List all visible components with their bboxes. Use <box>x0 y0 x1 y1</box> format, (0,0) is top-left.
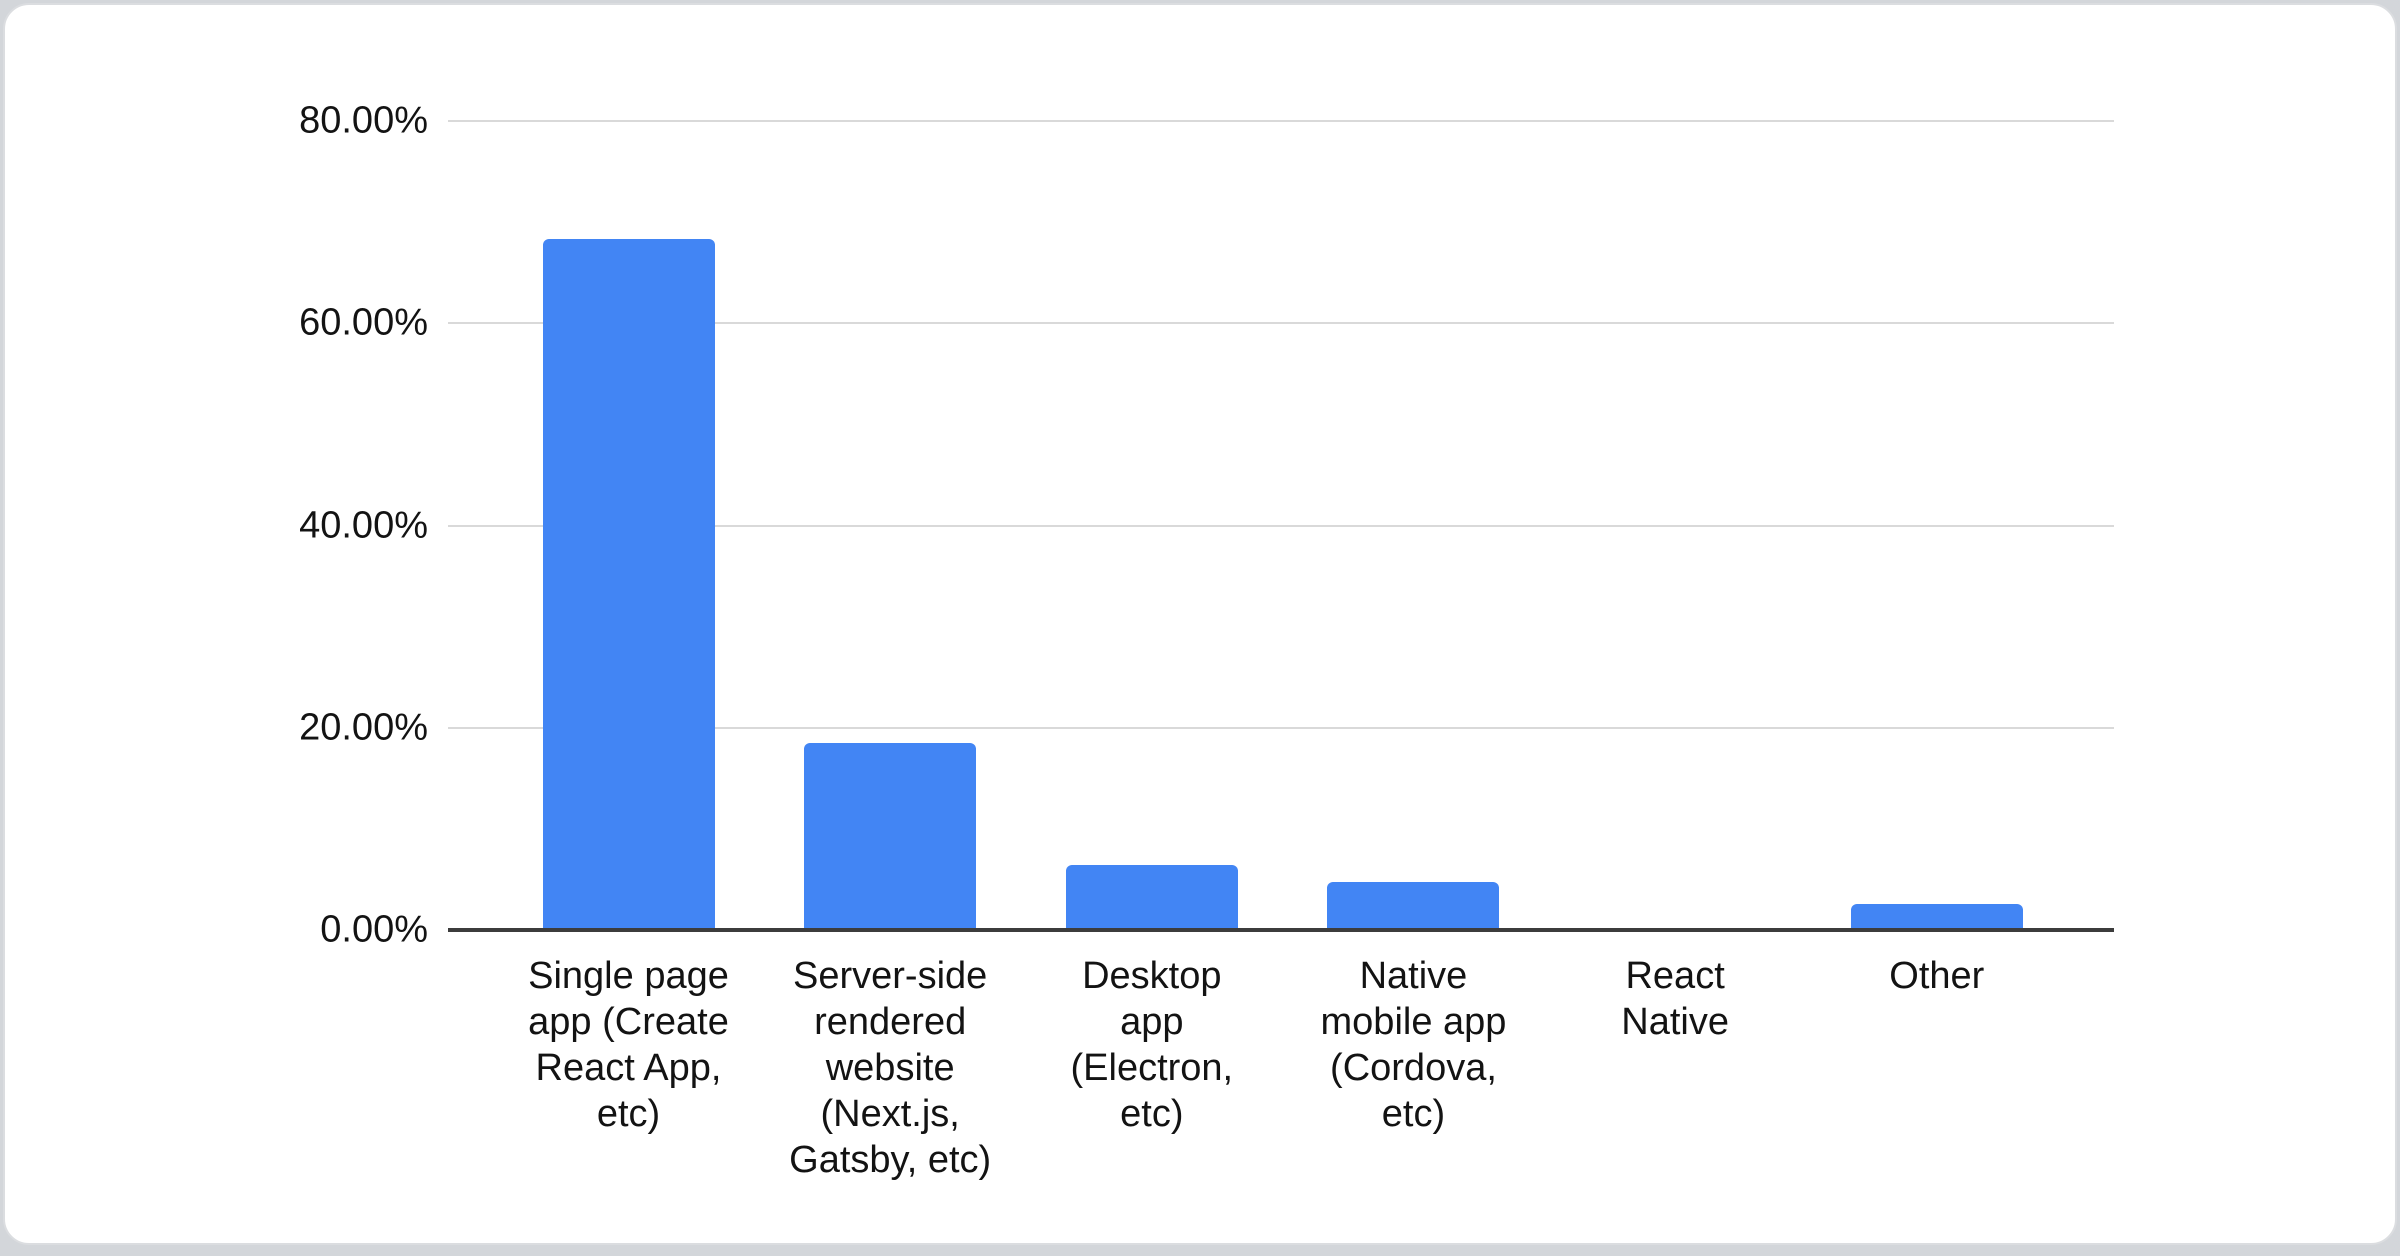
y-tick-label-40: 40.00% <box>299 504 428 546</box>
bar-chart: 80.00% 60.00% 40.00% 20.00% 0.00% Single pag… <box>5 5 2395 1243</box>
bar-desktop-app <box>1065 865 1238 930</box>
gridline-80 <box>448 120 2114 122</box>
y-tick-label-20: 20.00% <box>299 706 428 749</box>
x-label-desktop-app: Desktop app (Electron, etc) <box>1070 955 1234 1135</box>
x-label-other: Other <box>1889 955 1985 997</box>
y-tick-label-0: 0.00% <box>320 908 428 951</box>
chart-card: 80.00% 60.00% 40.00% 20.00% 0.00% Single pag… <box>3 3 2397 1245</box>
gridline-20 <box>448 726 2114 729</box>
bar-single-page-app <box>542 239 715 930</box>
gridline-60 <box>448 322 2114 325</box>
bar-native-mobile-app <box>1327 882 1500 930</box>
bar-other <box>1850 903 2023 930</box>
y-tick-label-80: 80.00% <box>299 99 428 142</box>
x-label-server-side-rendered-website: Server-side rendered website (Next.js, G… <box>789 955 992 1181</box>
chart-plot-area <box>448 120 2114 932</box>
y-tick-label-60: 60.00% <box>299 301 428 344</box>
gridline-40 <box>448 524 2114 527</box>
x-label-single-page-app: Single page app (Create React App, etc) <box>528 955 729 1135</box>
x-axis-line <box>448 928 2114 932</box>
x-label-native-mobile-app: Native mobile app (Cordova, etc) <box>1320 955 1507 1135</box>
bar-server-side-rendered-website <box>804 742 977 930</box>
x-label-react-native: React Native <box>1621 955 1729 1043</box>
